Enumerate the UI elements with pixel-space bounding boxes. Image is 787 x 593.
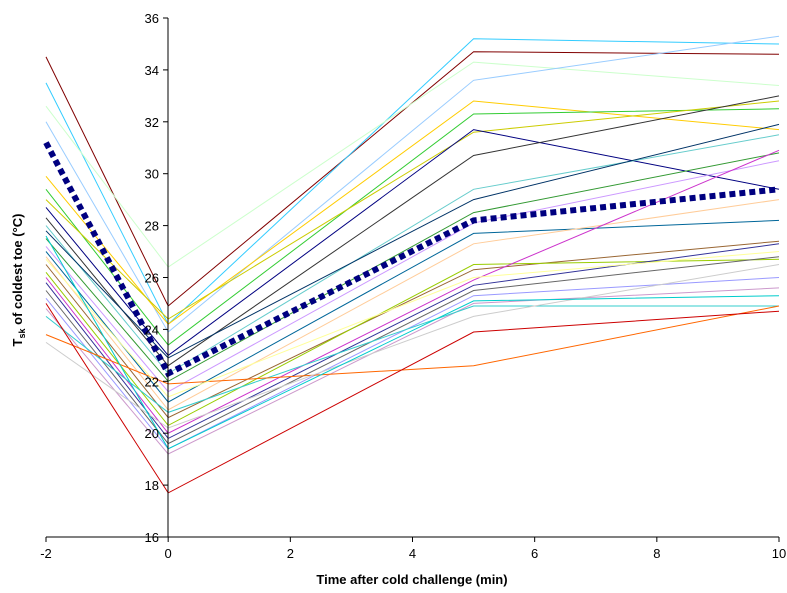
y-tick-label: 20 xyxy=(145,426,159,441)
series-line-25 xyxy=(45,264,780,429)
series-line-16 xyxy=(45,240,780,419)
y-tick-label: 28 xyxy=(145,219,159,234)
series-line-9 xyxy=(45,95,780,367)
series-line-1 xyxy=(45,51,780,307)
y-axis-title: Tsk of coldest toe (°C) xyxy=(10,214,27,347)
y-tick-label: 24 xyxy=(145,322,159,337)
y-tick-label: 16 xyxy=(145,530,159,545)
series-line-28 xyxy=(45,235,780,450)
series-line-8 xyxy=(45,129,780,357)
mean-series-layer xyxy=(43,141,780,378)
x-tick-label: 10 xyxy=(772,546,786,561)
y-tick-label: 32 xyxy=(145,115,159,130)
series-line-4 xyxy=(45,35,780,333)
x-tick-label: 4 xyxy=(409,546,416,561)
series-line-14 xyxy=(45,219,780,403)
y-tick-label: 30 xyxy=(145,167,159,182)
series-line-18 xyxy=(45,149,780,434)
y-axis-title-base: T xyxy=(10,338,25,346)
y-axis-title-sub: sk xyxy=(17,328,27,339)
series-line-26 xyxy=(45,303,780,494)
x-tick-label: 6 xyxy=(531,546,538,561)
x-tick-label: -2 xyxy=(40,546,52,561)
y-tick-label: 36 xyxy=(145,11,159,26)
y-axis-title-rest: of coldest toe (°C) xyxy=(10,214,25,329)
series-line-17 xyxy=(45,258,780,427)
series-line-22 xyxy=(45,287,780,455)
series-line-11 xyxy=(45,123,780,359)
x-tick-label: 8 xyxy=(653,546,660,561)
series-layer xyxy=(45,35,780,494)
x-tick-label: 0 xyxy=(165,546,172,561)
series-line-15 xyxy=(45,199,780,411)
series-line-27 xyxy=(45,251,780,398)
x-axis-title: Time after cold challenge (min) xyxy=(316,572,507,587)
series-line-23 xyxy=(45,305,779,413)
series-line-2 xyxy=(45,38,780,326)
series-line-13 xyxy=(45,160,780,393)
mean-series-line xyxy=(43,141,780,378)
series-line-7 xyxy=(45,100,780,320)
series-line-5 xyxy=(45,100,780,325)
series-line-6 xyxy=(45,108,780,346)
series-line-20 xyxy=(45,256,780,445)
series-line-3 xyxy=(45,61,780,268)
y-tick-label: 34 xyxy=(145,63,159,78)
y-tick-label: 26 xyxy=(145,271,159,286)
x-tick-label: 2 xyxy=(287,546,294,561)
y-tick-label: 18 xyxy=(145,478,159,493)
y-tick-label: 22 xyxy=(145,374,159,389)
